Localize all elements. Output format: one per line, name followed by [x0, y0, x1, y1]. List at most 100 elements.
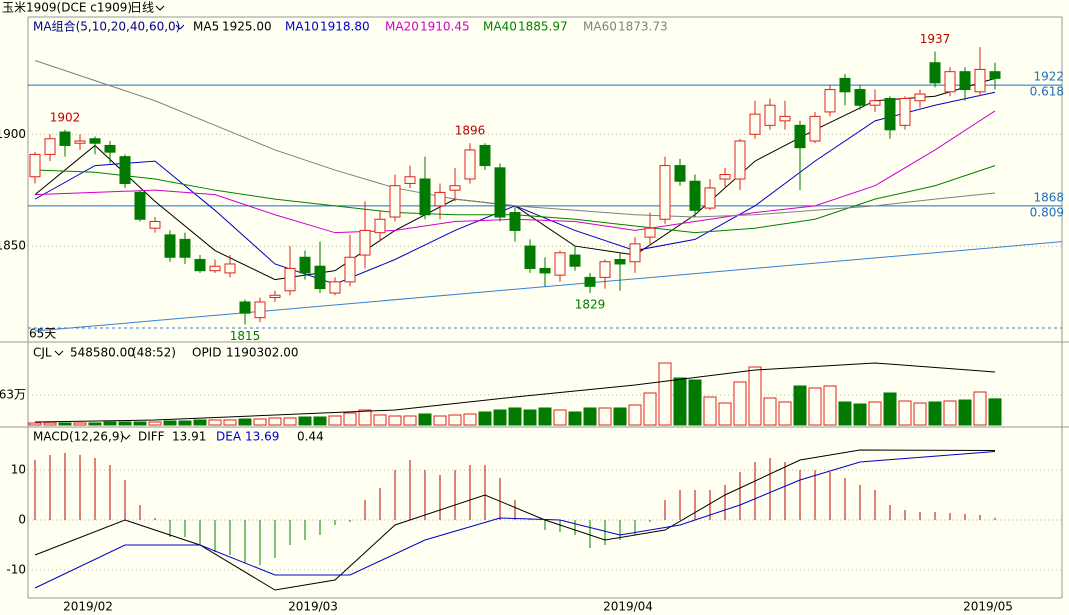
ma-line — [34, 60, 996, 218]
candle-body — [674, 165, 686, 182]
volume-bar — [913, 402, 927, 426]
candle-body — [209, 265, 221, 272]
y-tick-label: 1900 — [0, 127, 26, 141]
candle-body — [539, 267, 551, 274]
volume-bar — [583, 407, 597, 426]
volume-bar — [928, 401, 942, 426]
volume-bar — [898, 400, 912, 426]
indicator-label[interactable]: MACD(12,26,9) — [33, 430, 124, 444]
volume-bar — [523, 409, 537, 426]
candle-body — [629, 243, 641, 263]
volume-bar — [703, 396, 717, 426]
volume-bar — [253, 418, 267, 426]
extreme-label: 1937 — [920, 32, 951, 46]
candle-body — [734, 140, 746, 180]
candle-body — [554, 252, 566, 276]
candle-body — [524, 245, 536, 269]
level-label: 1922 — [1033, 70, 1064, 84]
volume-readout: 548580.00 — [70, 346, 135, 360]
candle-body — [854, 89, 866, 106]
candle-body — [644, 227, 656, 238]
candle-body — [269, 294, 281, 299]
y-tick-label: -10 — [6, 563, 26, 577]
trendline — [34, 241, 1062, 332]
legend-value: 1925.00 — [222, 20, 272, 34]
volume-bar — [223, 419, 237, 426]
candle-body — [584, 276, 596, 287]
volume-bar — [643, 392, 657, 426]
candle-body — [989, 71, 1001, 79]
legend-value: 1885.97 — [518, 20, 568, 34]
volume-bar — [103, 421, 117, 426]
volume-bar — [373, 414, 387, 426]
candle-body — [689, 180, 701, 211]
volume-bar — [43, 422, 57, 426]
volume-bar — [943, 400, 957, 426]
candle-body — [929, 62, 941, 84]
volume-bar — [328, 415, 342, 426]
candle-body — [404, 176, 416, 184]
volume-bar — [493, 409, 507, 426]
legend-value: 1918.80 — [320, 20, 370, 34]
indicator-label[interactable]: CJL — [33, 346, 52, 360]
candle-body — [479, 144, 491, 167]
open-interest-name: OPID — [192, 346, 221, 360]
candle-body — [884, 98, 896, 131]
candle-body — [194, 259, 206, 272]
dropdown-icon[interactable] — [155, 5, 165, 11]
extreme-label: 1829 — [575, 298, 606, 312]
candle-body — [944, 71, 956, 93]
volume-bar — [58, 422, 72, 426]
volume-bar — [613, 407, 627, 426]
candle-body — [569, 254, 581, 267]
instrument-title: 玉米1909(DCE c1909) — [2, 1, 132, 15]
volume-bar — [538, 407, 552, 426]
volume-bar — [133, 421, 147, 426]
extreme-label: 1902 — [50, 110, 81, 124]
candle-body — [449, 185, 461, 191]
candle-body — [224, 263, 236, 274]
candle-body — [89, 138, 101, 144]
volume-bar — [778, 401, 792, 426]
candle-body — [104, 144, 116, 153]
volume-bar — [73, 422, 87, 426]
volume-bar — [658, 362, 672, 426]
candle-body — [374, 218, 386, 234]
candle-body — [434, 191, 446, 207]
candle-body — [359, 229, 371, 256]
volume-bar — [823, 385, 837, 426]
volume-bar — [238, 418, 252, 426]
x-tick-label: 2019/05 — [963, 600, 1013, 614]
volume-bar — [628, 404, 642, 426]
volume-bar — [553, 409, 567, 426]
volume-bar — [163, 420, 177, 426]
period[interactable]: 日线 — [130, 1, 154, 15]
candle-body — [509, 212, 521, 231]
candle-body — [179, 238, 191, 258]
candle-body — [464, 149, 476, 180]
candle-body — [29, 153, 41, 178]
volume-bar — [853, 403, 867, 426]
volume-bar — [883, 392, 897, 426]
candle-body — [134, 191, 146, 220]
candle-body — [284, 267, 296, 292]
extreme-label: 1896 — [455, 124, 486, 138]
candle-body — [389, 185, 401, 218]
volume-bar — [793, 385, 807, 426]
level-ratio: 0.809 — [1030, 205, 1064, 219]
volume-bar — [283, 417, 297, 426]
histogram-value: 0.44 — [297, 430, 324, 444]
indicator-label[interactable]: MA组合(5,10,20,40,60,0) — [33, 19, 180, 34]
legend-name: DIFF — [138, 430, 165, 444]
volume-bar — [838, 401, 852, 426]
dropdown-icon[interactable] — [54, 350, 64, 356]
legend-value: 13.91 — [172, 430, 206, 444]
dropdown-icon[interactable] — [175, 24, 185, 30]
volume-bar — [478, 411, 492, 426]
dropdown-icon[interactable] — [121, 434, 131, 440]
candle-body — [59, 131, 71, 146]
volume-bar — [343, 412, 357, 426]
volume-bar — [298, 416, 312, 426]
